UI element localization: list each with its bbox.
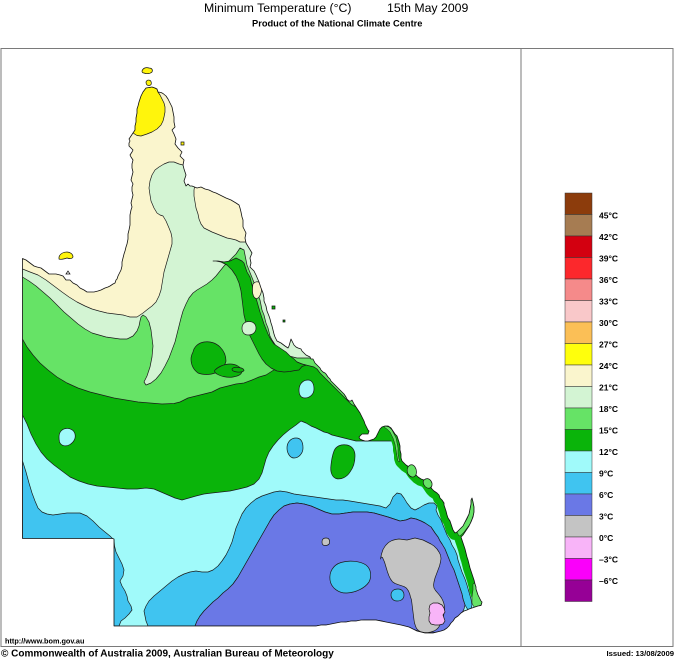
svg-text:39°C: 39°C: [599, 254, 618, 264]
svg-text:42°C: 42°C: [599, 232, 618, 242]
svg-text:33°C: 33°C: [599, 297, 618, 307]
svg-text:http://www.bom.gov.au: http://www.bom.gov.au: [5, 637, 84, 646]
svg-text:6°C: 6°C: [599, 490, 613, 500]
svg-text:24°C: 24°C: [599, 361, 618, 371]
svg-text:18°C: 18°C: [599, 404, 618, 414]
svg-text:15th May 2009: 15th May 2009: [387, 1, 469, 15]
svg-text:9°C: 9°C: [599, 469, 613, 479]
svg-text:–3°C: –3°C: [599, 555, 618, 565]
svg-text:3°C: 3°C: [599, 512, 613, 522]
svg-text:21°C: 21°C: [599, 383, 618, 393]
svg-text:–6°C: –6°C: [599, 576, 618, 586]
svg-text:Issued: 13/08/2009: Issued: 13/08/2009: [606, 649, 674, 658]
svg-text:Product of the National Climat: Product of the National Climate Centre: [252, 19, 422, 29]
svg-text:Minimum Temperature (°C): Minimum Temperature (°C): [204, 1, 352, 15]
svg-text:© Commonwealth of Australia 20: © Commonwealth of Australia 2009, Austra…: [1, 649, 334, 659]
svg-text:0°C: 0°C: [599, 533, 613, 543]
svg-text:30°C: 30°C: [599, 318, 618, 328]
svg-text:12°C: 12°C: [599, 447, 618, 457]
svg-text:27°C: 27°C: [599, 340, 618, 350]
svg-text:45°C: 45°C: [599, 211, 618, 221]
svg-text:15°C: 15°C: [599, 426, 618, 436]
svg-text:36°C: 36°C: [599, 275, 618, 285]
